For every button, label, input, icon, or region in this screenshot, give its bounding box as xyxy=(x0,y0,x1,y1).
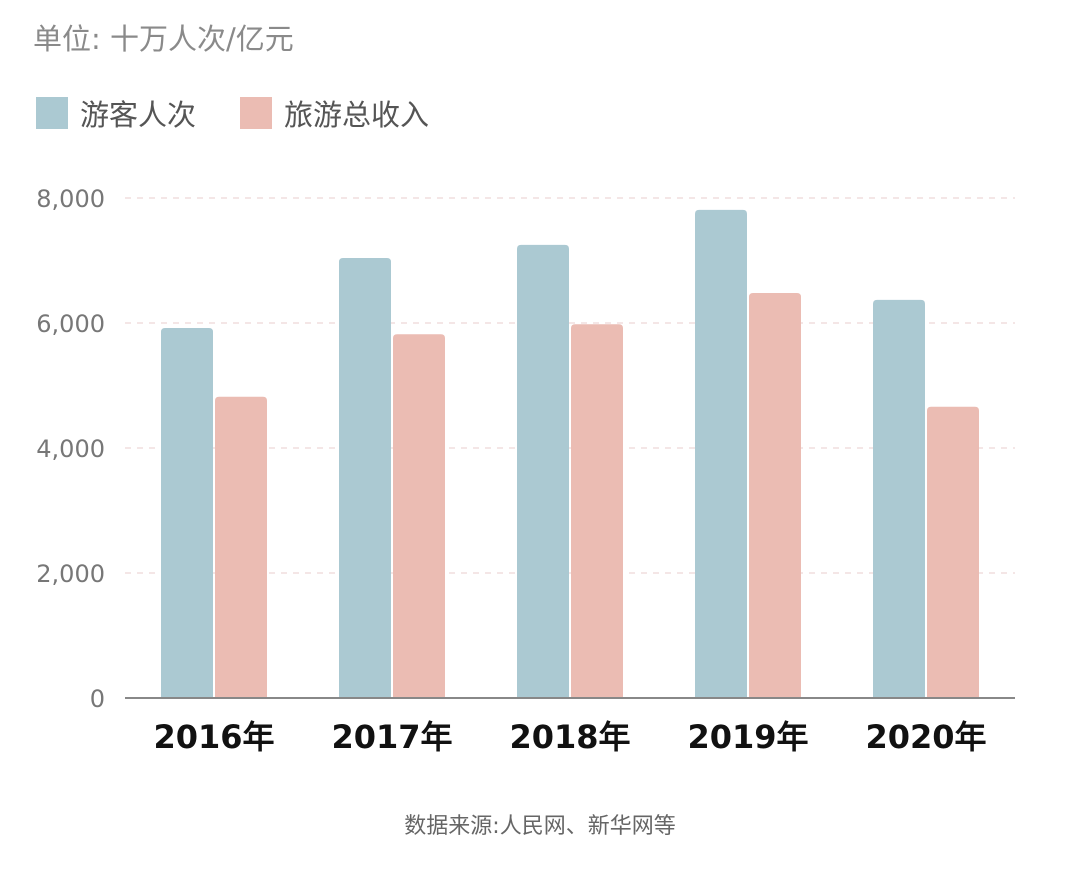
legend-label-visitors: 游客人次 xyxy=(80,98,197,132)
x-tick-label: 2018年 xyxy=(509,718,630,756)
y-tick-label: 0 xyxy=(90,685,105,713)
x-tick-label: 2017年 xyxy=(331,718,452,756)
bar-visitors xyxy=(873,299,925,698)
x-tick-label: 2020年 xyxy=(865,718,986,756)
y-tick-label: 6,000 xyxy=(36,310,105,338)
unit-label: 单位: 十万人次/亿元 xyxy=(33,22,294,56)
x-tick-label: 2016年 xyxy=(153,718,274,756)
bar-visitors xyxy=(695,209,747,698)
y-tick-label: 8,000 xyxy=(36,185,105,213)
bar-revenue xyxy=(215,396,267,698)
legend: 游客人次 旅游总收入 xyxy=(36,92,429,134)
bar-visitors xyxy=(339,258,391,698)
bar-revenue xyxy=(393,334,445,698)
y-tick-label: 2,000 xyxy=(36,560,105,588)
bar-revenue xyxy=(927,406,979,698)
legend-swatch-revenue xyxy=(240,97,273,129)
legend-item-visitors: 游客人次 xyxy=(36,92,196,134)
bar-visitors xyxy=(161,328,213,698)
legend-item-revenue: 旅游总收入 xyxy=(240,92,429,134)
bar-visitors xyxy=(517,244,569,698)
legend-swatch-visitors xyxy=(36,97,68,129)
data-source: 数据来源:人民网、新华网等 xyxy=(404,814,676,839)
bar-revenue xyxy=(749,293,801,698)
y-tick-label: 4,000 xyxy=(36,435,105,463)
bar-revenue xyxy=(571,324,623,698)
x-tick-label: 2019年 xyxy=(687,718,808,756)
legend-label-revenue: 旅游总收入 xyxy=(284,98,430,132)
